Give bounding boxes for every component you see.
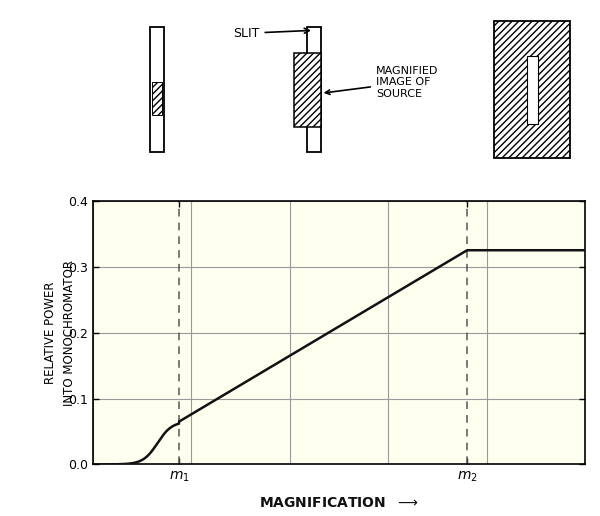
Text: MAGNIFICATION  $\longrightarrow$: MAGNIFICATION $\longrightarrow$ xyxy=(259,496,419,510)
Bar xyxy=(294,53,321,127)
Y-axis label: RELATIVE POWER
INTO MONOCHROMATOR: RELATIVE POWER INTO MONOCHROMATOR xyxy=(44,260,76,406)
Text: SLIT: SLIT xyxy=(233,27,309,40)
Bar xyxy=(494,21,570,158)
Bar xyxy=(527,56,538,124)
Bar xyxy=(307,27,321,152)
Text: MAGNIFIED
IMAGE OF
SOURCE: MAGNIFIED IMAGE OF SOURCE xyxy=(325,66,438,99)
Bar xyxy=(152,82,163,115)
Bar xyxy=(149,27,164,152)
